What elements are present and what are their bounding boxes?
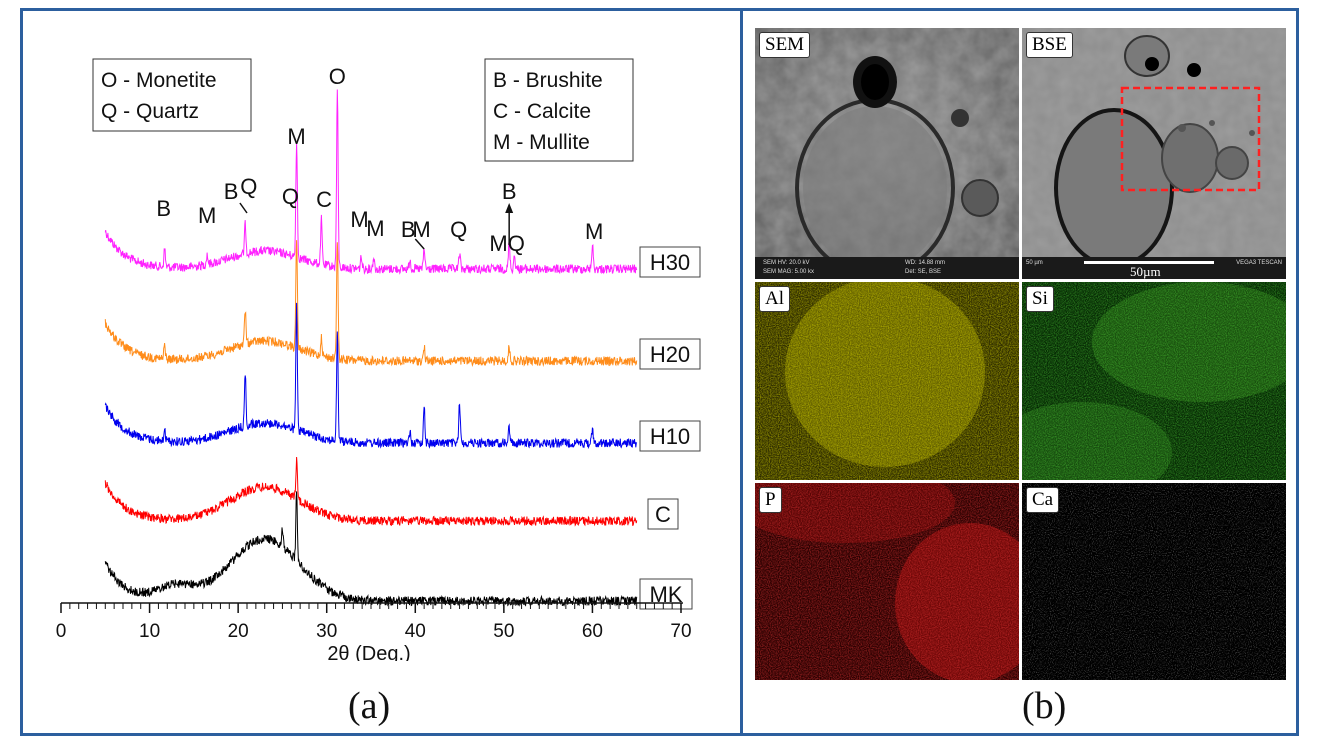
x-tick-label-40: 40: [405, 621, 426, 642]
peak-label-0: O: [329, 64, 346, 89]
p-texture: [755, 483, 1019, 680]
al-map: Al: [755, 282, 1019, 480]
peak-label-15: B: [502, 179, 517, 204]
arrow-b3-head: [505, 203, 514, 213]
legend-layer: O - Monetite Q - Quartz B - Brushite C - Ca…: [92, 58, 634, 162]
al-texture: [755, 282, 1019, 480]
micrograph-grid: SEM HV: 20.0 kV WD: 14.88 mm SEM MAG: 5.…: [755, 28, 1286, 680]
series-line-c: [104, 456, 638, 527]
arrow-b2: [414, 238, 425, 250]
caption-a: (a): [348, 685, 391, 727]
tile-label-ca: Ca: [1026, 487, 1060, 513]
series-line-h20: [104, 240, 638, 368]
series-label-h30: H30: [650, 250, 690, 275]
peak-label-10: B: [401, 217, 416, 242]
peak-label-3: C: [316, 187, 332, 212]
series-label-box-c: [647, 498, 679, 530]
peak-label-2: Q: [282, 184, 299, 209]
x-tick-label-70: 70: [670, 621, 691, 642]
x-tick-label-10: 10: [139, 621, 160, 642]
series-line-mk: [104, 491, 638, 607]
series-line-h10: [104, 302, 638, 450]
panel-divider: [740, 8, 743, 736]
series-label-h20: H20: [650, 342, 690, 367]
peak-label-13: M: [489, 231, 507, 256]
si-texture: [1022, 282, 1286, 480]
peak-label-14: Q: [508, 231, 525, 256]
series-line-h30: [104, 89, 638, 275]
tile-label-al: Al: [759, 286, 790, 312]
series-label-box-h20: [639, 338, 701, 370]
legend-entry-0-0: O - Monetite: [101, 69, 217, 92]
tile-label-bse: BSE: [1026, 32, 1073, 58]
figure-frame: [20, 8, 1299, 736]
sem-det: Det: SE, BSE: [905, 269, 942, 275]
x-tick-label-20: 20: [228, 621, 249, 642]
peak-label-5: M: [198, 203, 216, 228]
peak-label-4: B: [156, 196, 171, 221]
bse-texture: [1022, 28, 1286, 279]
legend-box-1: [484, 58, 634, 162]
si-map: Si: [1022, 282, 1286, 480]
ca-texture: [1022, 483, 1286, 680]
tile-label-p: P: [759, 487, 782, 513]
bse-image: 50 µm VEGA3 TESCAN 50µm BSE: [1022, 28, 1286, 279]
series-label-box-h10: [639, 420, 701, 452]
peak-label-12: Q: [450, 217, 467, 242]
tile-label-sem: SEM: [759, 32, 811, 58]
peak-label-11: M: [412, 217, 430, 242]
x-axis: 0 10 20 30 40 50 60 70 2θ (Deg.): [56, 602, 692, 661]
peak-label-16: M: [585, 219, 603, 244]
bse-scale-small: 50 µm: [1026, 260, 1043, 266]
series-label-box-h30: [639, 246, 701, 278]
series-label-h10: H10: [650, 424, 690, 449]
sem-wd: WD: 14.88 mm: [905, 260, 946, 266]
peak-label-9: M: [366, 216, 384, 241]
caption-b: (b): [1022, 685, 1067, 727]
legend-entry-1-0: B - Brushite: [493, 69, 603, 92]
x-tick-label-50: 50: [493, 621, 514, 642]
x-tick-label-60: 60: [582, 621, 603, 642]
legend-box-0: [92, 58, 252, 132]
peak-label-7: Q: [240, 174, 257, 199]
sem-hv: SEM HV: 20.0 kV: [763, 260, 810, 266]
ca-map: Ca: [1022, 483, 1286, 680]
legend-entry-1-2: M - Mullite: [493, 131, 590, 154]
bse-scale-label: 50µm: [1130, 264, 1161, 279]
sem-mag: SEM MAG: 5.00 kx: [763, 269, 815, 275]
arrow-b1: [239, 202, 248, 214]
sem-texture: [755, 28, 1019, 279]
sem-info-bar: SEM HV: 20.0 kV WD: 14.88 mm SEM MAG: 5.…: [755, 257, 1019, 279]
peak-label-8: M: [350, 207, 368, 232]
x-tick-label-0: 0: [56, 621, 67, 642]
bse-vendor: VEGA3 TESCAN: [1236, 260, 1282, 266]
x-axis-label: 2θ (Deg.): [327, 643, 410, 661]
peak-label-6: B: [224, 179, 239, 204]
tile-label-si: Si: [1026, 286, 1054, 312]
p-map: P: [755, 483, 1019, 680]
peak-label-1: M: [287, 124, 305, 149]
legend-entry-1-1: C - Calcite: [493, 100, 591, 123]
series-label-c: C: [655, 502, 671, 527]
sem-image: SEM HV: 20.0 kV WD: 14.88 mm SEM MAG: 5.…: [755, 28, 1019, 279]
x-tick-label-30: 30: [316, 621, 337, 642]
annotation-layer: OMQ CB MB QMM BM QM QBM: [156, 64, 603, 256]
series-label-box-mk: [639, 578, 693, 610]
legend-entry-0-1: Q - Quartz: [101, 100, 199, 123]
